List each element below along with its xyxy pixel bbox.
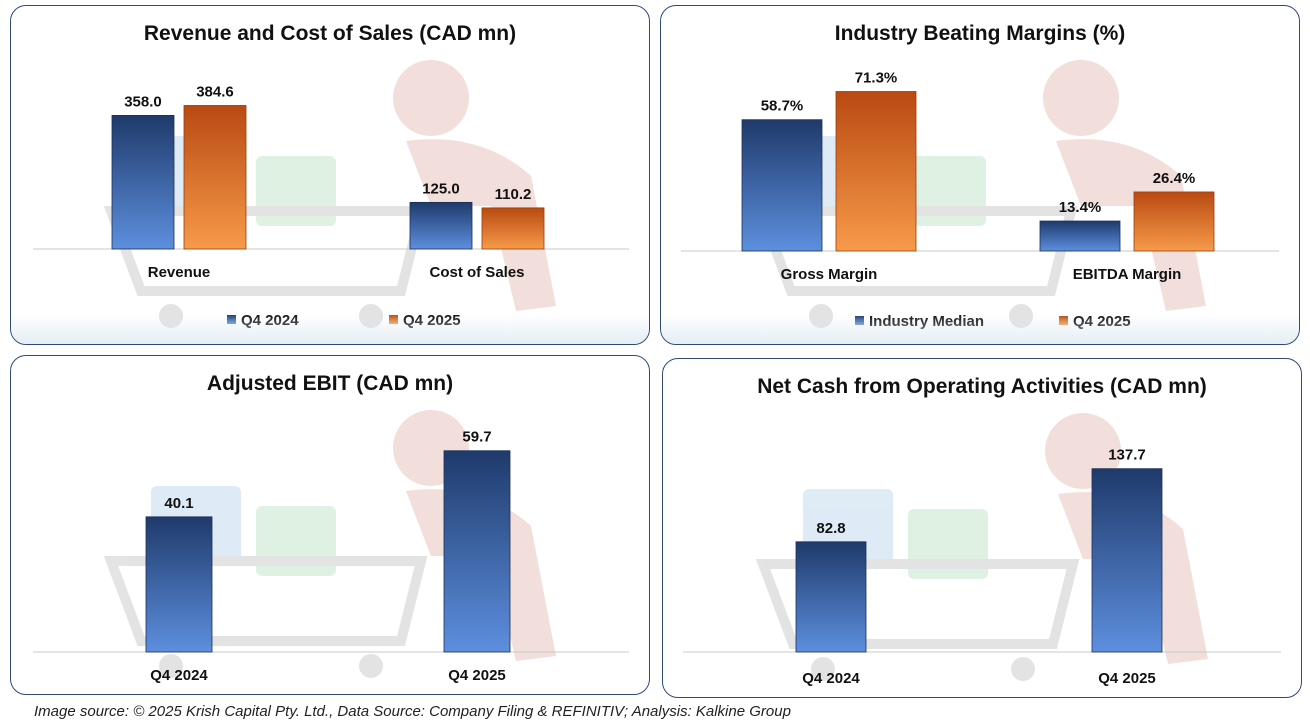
operating-cash-chart: 82.8 Q4 2024 137.7 Q4 2025 [683, 413, 1281, 687]
floor-shading [661, 314, 1299, 344]
bar-q4-2025-0 [835, 91, 917, 252]
data-label: 26.4% [1153, 170, 1196, 187]
source-footnote: Image source: © 2025 Krish Capital Pty. … [34, 703, 791, 720]
shopping-cart-watermark-icon [103, 60, 556, 328]
data-label: 384.6 [196, 83, 234, 100]
data-label: 13.4% [1059, 199, 1102, 216]
category-label: Q4 2025 [448, 667, 506, 684]
revenue-cost-chart-panel: 358.0 384.6 Revenue 125.0 110.2 Cost of Sales… [10, 5, 650, 345]
operating-cash-chart-panel: 82.8 Q4 2024 137.7 Q4 2025 Net Cash from Op… [662, 358, 1302, 698]
bar-value-1 [1091, 468, 1163, 653]
margins-chart-panel: 58.7% 71.3% Gross Margin 13.4% 26.4% EBITDA M… [660, 5, 1300, 345]
adjusted-ebit-chart: 40.1 Q4 2024 59.7 Q4 2025 [33, 410, 629, 684]
adjusted-ebit-chart-panel: 40.1 Q4 2024 59.7 Q4 2025 Adjusted EBIT (CA… [10, 355, 650, 695]
data-label: 137.7 [1108, 447, 1146, 464]
bar-value-0 [795, 541, 867, 653]
data-label: 40.1 [164, 495, 193, 512]
chart-title: Net Cash from Operating Activities (CAD … [757, 375, 1207, 398]
bar-industry-median-1 [1039, 220, 1121, 252]
data-label: 58.7% [761, 98, 804, 115]
chart-title: Revenue and Cost of Sales (CAD mn) [143, 22, 517, 45]
category-label: Q4 2024 [802, 670, 860, 687]
bar-q4-2025-0 [183, 105, 247, 250]
revenue-cost-chart: 358.0 384.6 Revenue 125.0 110.2 Cost of Sales… [33, 60, 629, 329]
data-label: 82.8 [816, 520, 845, 537]
category-label: Gross Margin [781, 266, 878, 283]
data-label: 110.2 [495, 186, 532, 203]
data-label: 59.7 [462, 429, 491, 446]
margins-chart: 58.7% 71.3% Gross Margin 13.4% 26.4% EBITDA M… [681, 60, 1279, 330]
bar-q4-2025-1 [1133, 191, 1215, 252]
bar-value-0 [145, 516, 213, 653]
category-label: EBITDA Margin [1073, 266, 1182, 283]
data-label: 71.3% [855, 70, 898, 87]
bar-value-1 [443, 450, 511, 653]
category-label: Q4 2025 [1098, 670, 1156, 687]
bar-q4-2024-0 [111, 115, 175, 250]
category-label: Cost of Sales [429, 264, 524, 281]
category-label: Q4 2024 [150, 667, 208, 684]
shopping-cart-watermark-icon [753, 60, 1206, 328]
chart-title: Industry Beating Margins (%) [834, 22, 1126, 45]
shopping-cart-watermark-icon [103, 410, 556, 678]
floor-shading [11, 314, 649, 344]
data-label: 125.0 [422, 180, 460, 197]
bar-industry-median-0 [741, 119, 823, 252]
category-label: Revenue [148, 264, 211, 281]
data-label: 358.0 [124, 93, 162, 110]
chart-title: Adjusted EBIT (CAD mn) [206, 372, 454, 395]
bar-q4-2025-1 [481, 207, 545, 250]
bar-q4-2024-1 [409, 201, 473, 250]
